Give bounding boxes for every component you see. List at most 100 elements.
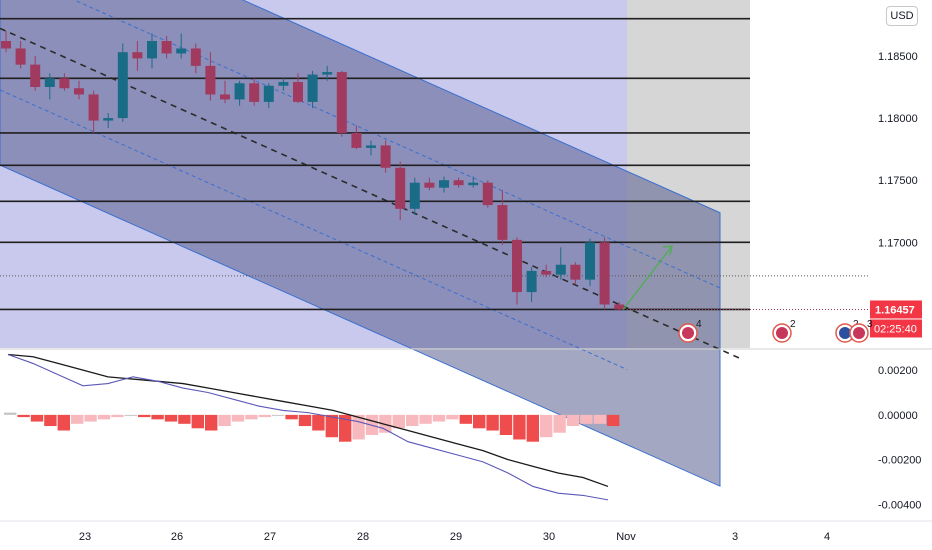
macd-histogram-bar xyxy=(218,414,231,427)
event-marker-count: 3 xyxy=(867,319,873,330)
candle-body xyxy=(526,270,537,293)
candle-body xyxy=(249,83,260,102)
macd-histogram-bar xyxy=(44,414,57,427)
price-tick-label: 1.18000 xyxy=(878,113,918,125)
currency-button[interactable]: USD xyxy=(886,6,918,26)
macd-histogram-bar xyxy=(446,414,459,420)
event-marker-flag xyxy=(776,327,788,339)
event-marker-count: 2 xyxy=(790,319,796,330)
macd-histogram-bar xyxy=(419,414,432,424)
us-flag-icon: 2 xyxy=(772,319,796,343)
macd-histogram-bar xyxy=(325,414,338,438)
candle-body xyxy=(278,82,289,86)
macd-line xyxy=(7,353,609,501)
macd-tick-label: 0.00000 xyxy=(878,410,918,422)
time-tick-label: 3 xyxy=(732,531,738,543)
macd-tick-label: 0.00200 xyxy=(878,365,918,377)
macd-histogram-bar xyxy=(566,414,580,427)
candle-body xyxy=(541,270,552,275)
macd-histogram-bar xyxy=(432,414,446,422)
macd-histogram-bar xyxy=(312,414,325,431)
time-tick-label: 27 xyxy=(264,531,276,543)
candle-body xyxy=(322,72,333,75)
macd-histogram-bar xyxy=(231,414,245,422)
candle-body xyxy=(74,88,84,95)
price-tick-label: 1.18500 xyxy=(878,51,918,63)
macd-histogram-bar xyxy=(473,414,486,429)
candle-body xyxy=(482,182,493,206)
candle-body xyxy=(380,145,391,168)
macd-histogram-bar xyxy=(593,414,606,424)
candle-body xyxy=(220,94,230,100)
candle-body xyxy=(585,242,595,280)
macd-histogram-bar xyxy=(553,414,566,433)
macd-histogram-bar xyxy=(285,414,298,420)
candle-body xyxy=(336,72,347,133)
candle-body xyxy=(307,74,318,102)
macd-histogram-bar xyxy=(526,414,539,442)
candle-body xyxy=(395,167,406,209)
projection-arrowhead xyxy=(662,245,673,256)
macd-histogram-bar xyxy=(392,414,405,429)
event-marker-flag xyxy=(839,327,851,339)
macd-histogram-bar xyxy=(164,414,178,422)
macd-histogram-bar xyxy=(191,414,204,429)
candle-body xyxy=(176,48,187,54)
macd-histogram-bar xyxy=(205,414,218,431)
macd-histogram-bar xyxy=(84,414,97,422)
price-tick-label: 1.17000 xyxy=(878,237,918,249)
candle-body xyxy=(147,41,157,59)
candle-body xyxy=(351,132,362,148)
macd-histogram-bar xyxy=(71,414,84,424)
macd-tick-label: -0.00200 xyxy=(878,455,921,467)
candle-body xyxy=(30,64,41,87)
candle-body xyxy=(88,94,99,121)
macd-histogram-bar xyxy=(245,414,258,420)
channel-lower-dashed xyxy=(0,89,628,370)
macd-histogram-bar xyxy=(258,414,271,418)
macd-histogram-bar xyxy=(272,414,285,416)
candle-body xyxy=(59,78,70,89)
time-tick-label: 26 xyxy=(171,531,183,543)
macd-histogram-bar xyxy=(607,414,620,427)
candle-body xyxy=(366,145,376,148)
macd-histogram-bar xyxy=(580,414,593,424)
us-flag-icon: 3 xyxy=(849,319,873,343)
macd-histogram-bar xyxy=(339,414,352,442)
macd-tick-label: -0.00400 xyxy=(878,499,921,511)
candle-body xyxy=(234,83,245,100)
signal-line xyxy=(7,353,609,488)
countdown-badge xyxy=(870,319,922,338)
macd-histogram-bar xyxy=(124,414,137,416)
time-tick-label: 30 xyxy=(543,531,555,543)
candle-body xyxy=(205,65,216,95)
macd-histogram-bar xyxy=(459,414,472,424)
macd-histogram-bar xyxy=(298,414,312,427)
candle-body xyxy=(117,52,128,119)
time-tick-label: 23 xyxy=(79,531,91,543)
candle-body xyxy=(1,41,11,49)
candle-body xyxy=(293,82,303,102)
candle-body xyxy=(424,182,435,188)
projection-arrow xyxy=(622,245,673,310)
candle-body xyxy=(263,85,274,102)
event-marker-count: 4 xyxy=(696,319,702,330)
macd-histogram-bar xyxy=(178,414,191,424)
price-badge xyxy=(870,300,922,319)
countdown-value: 02:25:40 xyxy=(874,323,917,335)
macd-histogram-bar xyxy=(57,414,70,431)
candle-body xyxy=(132,52,143,59)
price-tick-label: 1.17500 xyxy=(878,175,918,187)
candle-body xyxy=(497,205,508,240)
us-flag-icon: 4 xyxy=(678,319,702,343)
candle-body xyxy=(103,118,114,121)
time-tick-label: 4 xyxy=(824,531,830,543)
macd-histogram-bar xyxy=(17,414,30,418)
candle-body xyxy=(409,182,420,209)
candle-body xyxy=(570,264,581,280)
candle-body xyxy=(439,180,449,188)
macd-histogram-bar xyxy=(406,414,419,427)
macd-histogram-bar xyxy=(30,414,44,422)
candle-body xyxy=(15,48,26,65)
